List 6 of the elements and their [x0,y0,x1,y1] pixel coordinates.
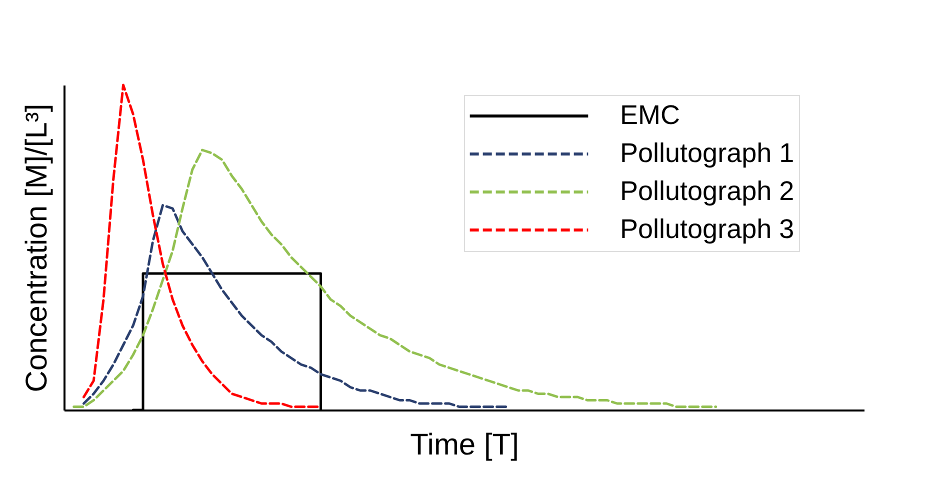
legend-label: Pollutograph 3 [620,214,794,244]
y-axis-title: Concentration [M]/[L³] [20,104,54,392]
x-axis-title: Time [T] [410,428,519,462]
legend-label: Pollutograph 1 [620,138,794,168]
legend-label: EMC [620,100,680,130]
legend-label: Pollutograph 2 [620,176,794,206]
